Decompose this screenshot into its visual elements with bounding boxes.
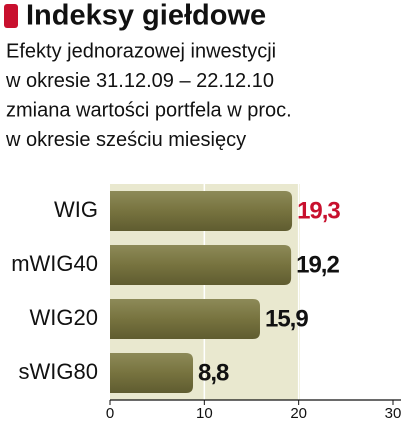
x-tick-label: 0 xyxy=(106,405,114,422)
value-label: 15,9 xyxy=(265,305,308,332)
bar xyxy=(110,299,260,339)
y-tick-label: WIG xyxy=(54,197,98,222)
y-tick-label: sWIG80 xyxy=(19,359,98,384)
value-label: 8,8 xyxy=(198,359,229,386)
y-tick-label: WIG20 xyxy=(30,305,98,330)
title-marker xyxy=(4,4,18,28)
value-label: 19,3 xyxy=(297,197,340,224)
subtitle: w okresie 31.12.09 – 22.12.10 xyxy=(5,70,274,92)
x-tick-label: 30 xyxy=(385,405,402,422)
value-label: 19,2 xyxy=(296,251,339,278)
bar xyxy=(110,191,293,231)
subtitle: zmiana wartości portfela w proc. xyxy=(6,99,292,121)
subtitle: w okresie sześciu miesięcy xyxy=(5,129,246,151)
bar xyxy=(110,245,292,285)
bar xyxy=(110,353,194,393)
subtitle: Efekty jednorazowej inwestycji xyxy=(6,40,276,62)
x-tick-label: 10 xyxy=(196,405,213,422)
chart-title: Indeksy giełdowe xyxy=(26,0,266,32)
x-tick-label: 20 xyxy=(290,405,307,422)
y-tick-label: mWIG40 xyxy=(11,251,98,276)
